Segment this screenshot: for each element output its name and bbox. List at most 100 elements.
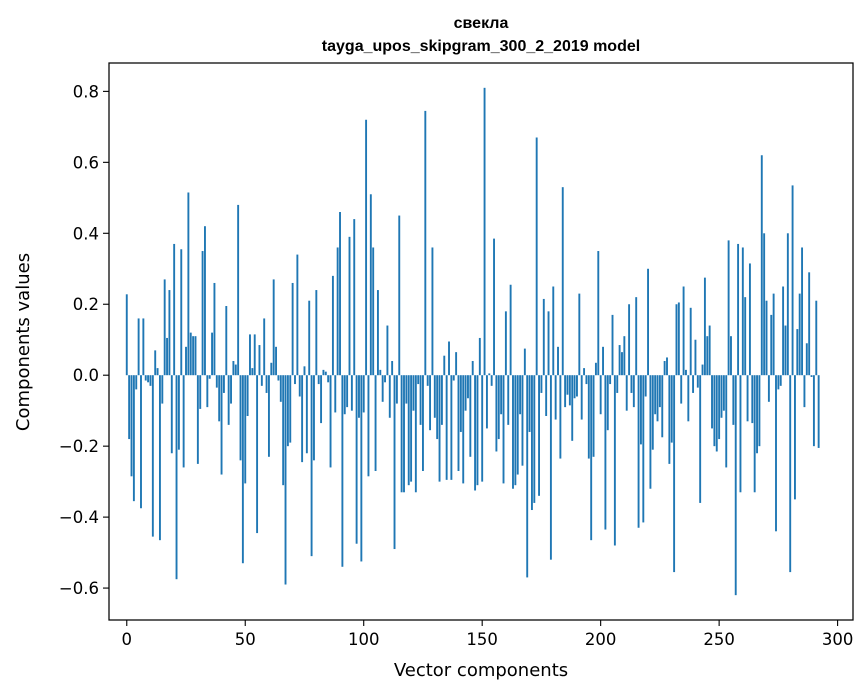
bar-177 [545, 375, 548, 416]
x-tick-label-100: 100 [348, 630, 380, 649]
bar-198 [594, 362, 597, 376]
bar-121 [412, 375, 415, 411]
bar-191 [578, 293, 581, 376]
bar-47 [237, 204, 240, 376]
bar-144 [467, 375, 469, 399]
bar-148 [476, 375, 479, 486]
bar-134 [443, 355, 446, 376]
bar-89 [336, 247, 339, 376]
bar-127 [426, 375, 429, 386]
bar-216 [637, 375, 640, 528]
bar-272 [770, 314, 773, 376]
bar-261 [744, 297, 747, 376]
bar-240 [694, 339, 697, 376]
bar-53 [251, 368, 254, 376]
bar-233 [677, 302, 680, 376]
bar-279 [786, 233, 789, 376]
bar-22 [177, 375, 180, 450]
bar-179 [549, 375, 552, 560]
bar-184 [561, 187, 564, 376]
bars-group [125, 87, 820, 596]
bar-171 [530, 375, 533, 511]
bar-155 [493, 238, 495, 376]
bar-103 [369, 194, 372, 376]
bar-118 [405, 375, 408, 404]
bar-257 [734, 375, 737, 596]
bar-174 [538, 375, 540, 496]
bar-250 [718, 375, 721, 440]
bar-28 [192, 336, 195, 376]
bar-271 [767, 375, 770, 402]
bar-65 [279, 375, 282, 402]
bar-113 [393, 375, 396, 550]
bar-36 [211, 332, 214, 376]
bar-107 [379, 369, 382, 376]
bar-29 [194, 336, 197, 376]
bar-194 [585, 375, 588, 385]
bar-253 [725, 375, 728, 468]
chart-title-model: tayga_upos_skipgram_300_2_2019 model [322, 38, 640, 55]
bar-181 [554, 375, 557, 420]
bar-140 [457, 375, 460, 471]
bar-176 [542, 298, 545, 376]
bar-119 [407, 375, 410, 486]
bar-230 [670, 375, 673, 443]
bar-97 [355, 375, 358, 544]
bar-147 [474, 375, 477, 491]
bar-222 [651, 375, 654, 450]
bar-210 [623, 336, 626, 376]
bar-3 [132, 375, 135, 502]
bar-173 [535, 137, 538, 376]
bar-32 [201, 251, 204, 376]
bar-23 [180, 249, 183, 376]
bar-231 [673, 375, 676, 573]
bar-136 [448, 341, 450, 376]
bar-116 [400, 375, 403, 493]
bar-84 [324, 371, 327, 376]
bar-108 [381, 375, 384, 402]
bar-35 [208, 375, 211, 379]
bar-76 [305, 375, 308, 454]
bar-227 [663, 361, 666, 376]
bar-192 [580, 375, 583, 420]
x-tick-label-300: 300 [822, 630, 854, 649]
bar-213 [630, 375, 633, 393]
bar-154 [490, 375, 493, 386]
bar-8 [144, 375, 147, 381]
bar-124 [419, 375, 422, 425]
bar-27 [189, 332, 192, 376]
bar-93 [346, 375, 349, 408]
bar-167 [521, 375, 524, 466]
bar-220 [647, 268, 649, 376]
bar-251 [720, 375, 723, 418]
bar-161 [507, 375, 510, 425]
bar-183 [559, 375, 562, 459]
bar-164 [514, 375, 517, 486]
bar-143 [464, 375, 467, 411]
bar-151 [483, 87, 486, 376]
bar-71 [294, 375, 296, 385]
bar-280 [789, 375, 792, 573]
bar-203 [606, 375, 609, 431]
bar-259 [739, 375, 742, 493]
bar-201 [602, 346, 604, 376]
bar-202 [604, 375, 607, 530]
bar-12 [154, 350, 157, 376]
y-tick-label-5: 0.4 [73, 224, 99, 243]
bar-206 [613, 375, 616, 546]
bar-219 [644, 375, 647, 397]
bar-49 [241, 375, 244, 564]
bar-172 [533, 375, 536, 503]
x-tick-label-200: 200 [585, 630, 617, 649]
bar-102 [367, 375, 370, 477]
x-tick-label-50: 50 [235, 630, 256, 649]
bar-165 [516, 375, 519, 475]
bar-142 [462, 375, 465, 484]
bar-7 [142, 318, 145, 376]
bar-55 [256, 375, 259, 534]
bar-98 [358, 375, 360, 418]
bar-96 [353, 219, 356, 376]
bar-157 [497, 375, 500, 440]
bar-245 [706, 336, 709, 376]
